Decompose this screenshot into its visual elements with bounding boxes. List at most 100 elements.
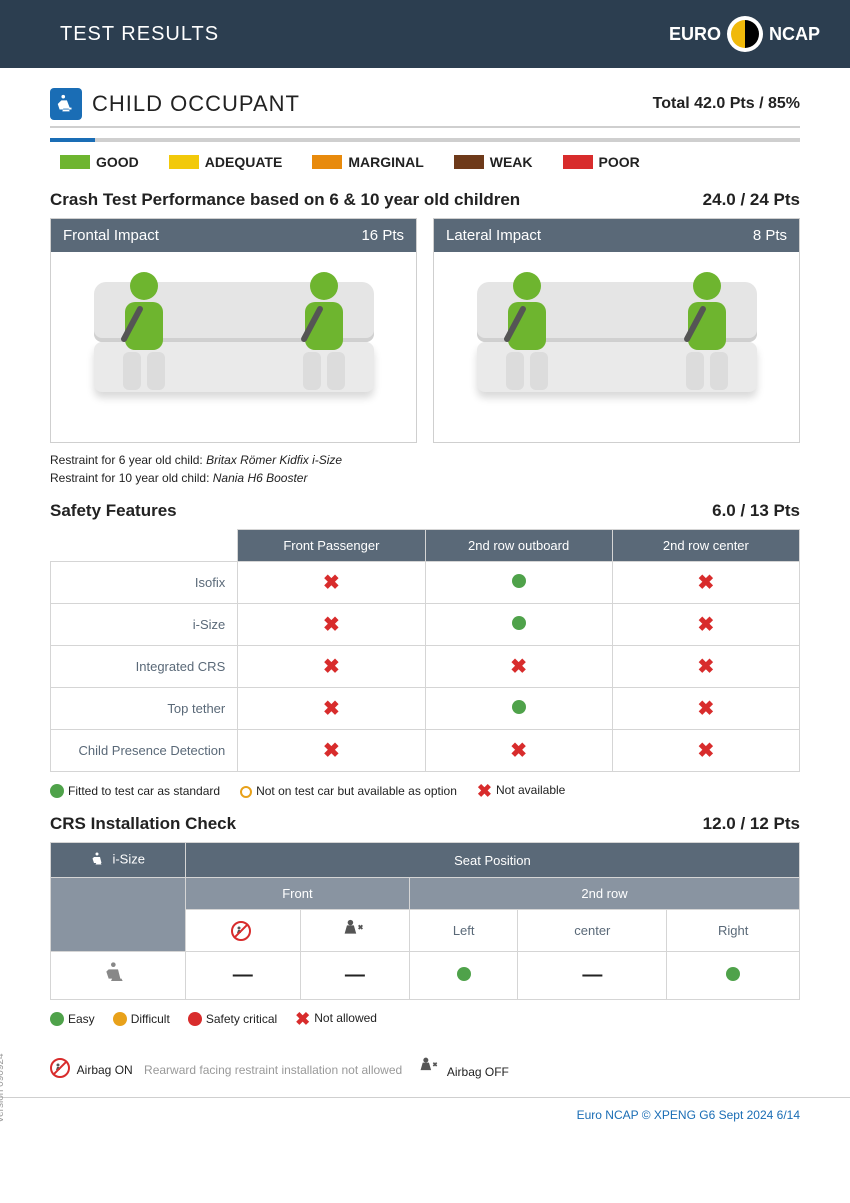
legend-option: Not on test car but available as option [256,784,457,798]
panel-pts: 8 Pts [753,227,787,244]
r10-value: Nania H6 Booster [213,471,308,485]
group-front: Front [185,878,409,910]
feat-cell: ✖ [238,688,425,730]
feat-col: 2nd row center [612,530,799,562]
brand-logo: EURO NCAP [669,16,820,52]
page-header: TEST RESULTS EURO NCAP [0,0,850,68]
total-score: Total 42.0 Pts / 85% [653,95,800,113]
feat-cell: ✖ [238,562,425,604]
feat-cell: ✖ [612,646,799,688]
crs-score: 12.0 / 12 Pts [703,814,800,834]
airbag-on-icon [50,1058,70,1078]
airbag-on-col-icon [231,921,251,941]
feat-col: 2nd row outboard [425,530,612,562]
not-allowed-icon: ✖ [295,1010,310,1028]
r6-value: Britax Römer Kidfix i-Size [206,453,342,467]
feat-cell: ✖ [612,562,799,604]
panel-label: Frontal Impact [63,227,159,244]
swatch-icon [454,155,484,169]
seat-illustration [477,272,757,422]
easy-dot-icon [50,1012,64,1026]
header-title: TEST RESULTS [60,23,219,46]
seat-illustration [94,272,374,422]
feat-row-label: Top tether [51,688,238,730]
airbag-off-icon [420,1056,440,1076]
feat-cell [425,688,612,730]
feat-cell [425,604,612,646]
legend-na: Not available [496,783,565,797]
legend-fitted: Fitted to test car as standard [68,784,220,798]
feat-cell: ✖ [238,646,425,688]
crash-title: Crash Test Performance based on 6 & 10 y… [50,190,520,210]
feat-cell [425,562,612,604]
crs-col: Left [409,910,517,952]
crs-row-icon [51,952,186,1000]
crs-col [300,910,409,952]
crs-cell: — [518,952,667,1000]
feat-row-label: Integrated CRS [51,646,238,688]
feat-cell: ✖ [612,688,799,730]
swatch-icon [169,155,199,169]
version-label: Version 090924 [0,1053,6,1123]
brand-right: NCAP [769,24,820,45]
swatch-icon [563,155,593,169]
isize-head: i-Size [51,843,186,878]
crash-panels: Frontal Impact 16 Pts Lateral Impact 8 P… [50,218,800,443]
feat-cell: ✖ [425,646,612,688]
crs-col: center [518,910,667,952]
crs-header: CRS Installation Check 12.0 / 12 Pts [50,814,800,834]
difficult-dot-icon [113,1012,127,1026]
logo-circle-icon [727,16,763,52]
r6-label: Restraint for 6 year old child: [50,453,206,467]
page-footer: Euro NCAP © XPENG G6 Sept 2024 6/14 [0,1097,850,1142]
legend-item: WEAK [454,154,533,170]
fitted-dot-icon [50,784,64,798]
lateral-impact-panel: Lateral Impact 8 Pts [433,218,800,443]
child-seat-icon [50,88,82,120]
crs-table: i-Size Seat Position Front 2nd row Leftc… [50,842,800,1000]
crs-cell [667,952,800,1000]
legend-item: POOR [563,154,640,170]
airbag-off-col-icon [344,918,366,940]
feat-cell: ✖ [238,604,425,646]
feat-cell: ✖ [612,730,799,772]
panel-label: Lateral Impact [446,227,541,244]
rating-legend: GOOD ADEQUATE MARGINAL WEAK POOR [50,148,800,176]
brand-left: EURO [669,24,721,45]
features-score: 6.0 / 13 Pts [712,501,800,521]
critical-dot-icon [188,1012,202,1026]
legend-item: GOOD [60,154,139,170]
crash-score: 24.0 / 24 Pts [703,190,800,210]
swatch-icon [312,155,342,169]
option-ring-icon [240,786,252,798]
features-legend: Fitted to test car as standard Not on te… [50,782,800,800]
panel-pts: 16 Pts [361,227,404,244]
r10-label: Restraint for 10 year old child: [50,471,213,485]
section-title: CHILD OCCUPANT [92,91,300,117]
crs-legend: Easy Difficult Safety critical ✖Not allo… [50,1010,800,1079]
crs-cell: — [300,952,409,1000]
features-header: Safety Features 6.0 / 13 Pts [50,501,800,521]
na-cross-icon: ✖ [477,782,492,800]
crs-col [185,910,300,952]
crs-title: CRS Installation Check [50,814,236,834]
group-2nd: 2nd row [409,878,799,910]
crs-cell [409,952,517,1000]
seat-position-head: Seat Position [185,843,799,878]
frontal-impact-panel: Frontal Impact 16 Pts [50,218,417,443]
feat-row-label: i-Size [51,604,238,646]
feat-col: Front Passenger [238,530,425,562]
safety-features-table: Front Passenger2nd row outboard2nd row c… [50,529,800,772]
feat-cell: ✖ [612,604,799,646]
crs-cell: — [185,952,300,1000]
feat-cell: ✖ [238,730,425,772]
section-header: CHILD OCCUPANT Total 42.0 Pts / 85% [50,88,800,128]
feat-row-label: Isofix [51,562,238,604]
accent-bar [50,138,800,142]
legend-item: MARGINAL [312,154,423,170]
crs-col: Right [667,910,800,952]
restraint-notes: Restraint for 6 year old child: Britax R… [50,451,800,487]
feat-row-label: Child Presence Detection [51,730,238,772]
legend-item: ADEQUATE [169,154,283,170]
swatch-icon [60,155,90,169]
